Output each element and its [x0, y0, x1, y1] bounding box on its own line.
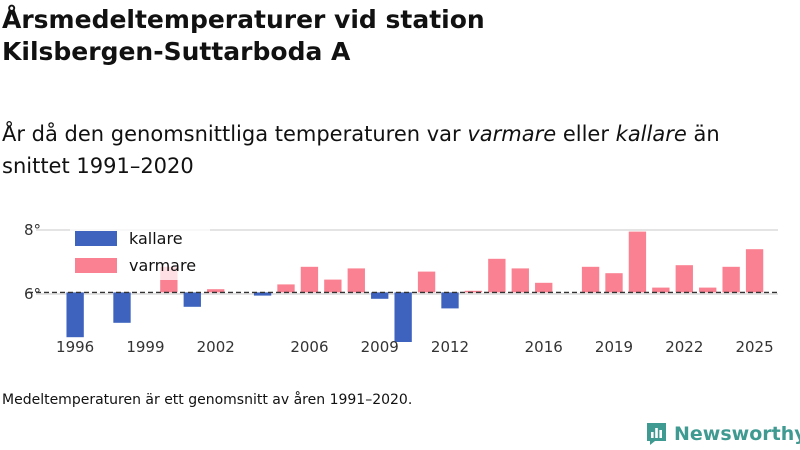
x-tick-label: 1996	[56, 338, 94, 356]
bar-2002	[207, 289, 225, 293]
bar-2020	[628, 231, 647, 293]
chart-title-line2: Kilsbergen-Suttarboda A	[2, 37, 351, 66]
x-tick-label: 2022	[665, 338, 703, 356]
bar-2023	[699, 287, 717, 293]
bar-2019	[605, 273, 623, 293]
x-tick-label: 2016	[525, 338, 563, 356]
x-tick-label: 2012	[431, 338, 469, 356]
bar-2010	[394, 292, 412, 342]
subtitle-warmer: varmare	[467, 122, 557, 146]
x-tick-label: 2006	[290, 338, 328, 356]
bar-2016	[535, 282, 553, 293]
bar-2025	[745, 249, 764, 293]
legend-swatch-varmare	[75, 258, 117, 273]
bar-1996	[66, 292, 84, 338]
y-tick-label: 6°	[24, 285, 41, 303]
bar-2014	[488, 258, 506, 293]
legend-label-kallare: kallare	[129, 229, 183, 248]
newsworthy-logo-icon	[647, 423, 666, 445]
brand-logo[interactable]: Newsworthy	[645, 420, 800, 448]
bar-2004	[253, 292, 272, 296]
bar-2021	[652, 287, 670, 293]
bar-2011	[417, 271, 436, 293]
bar-2005	[277, 284, 295, 293]
footnote: Medeltemperaturen är ett genomsnitt av å…	[2, 392, 413, 408]
bar-2007	[324, 279, 342, 293]
x-tick-label: 2002	[197, 338, 235, 356]
bar-chart: 6° 8° 1996 1999 2002 2006 2009 2012 2016 2019 2022…	[24, 222, 778, 356]
x-tick-label: 2009	[361, 338, 399, 356]
bar-1998	[113, 292, 131, 323]
subtitle-part1: År då den genomsnittliga temperaturen va…	[2, 122, 468, 146]
brand-name: Newsworthy	[674, 423, 800, 445]
bar-2024	[722, 266, 740, 293]
bar-2013	[464, 290, 483, 293]
bar-2006	[300, 266, 319, 293]
chart-title: Årsmedeltemperaturer vid station Kilsber…	[2, 4, 782, 68]
y-tick-label: 8°	[24, 222, 41, 239]
subtitle-part2: eller	[556, 122, 616, 146]
bar-2001	[183, 292, 201, 307]
bar-2008	[347, 268, 365, 293]
subtitle-colder: kallare	[615, 122, 687, 146]
legend-swatch-kallare	[75, 231, 117, 246]
subtitle-part3: än snittet 1991–2020	[2, 122, 720, 178]
bar-2018	[581, 266, 600, 293]
x-tick-label: 2019	[595, 338, 633, 356]
chart-title-line1: Årsmedeltemperaturer vid station	[2, 5, 485, 34]
bar-2022	[675, 265, 693, 293]
bar-2015	[511, 268, 529, 293]
chart-subtitle: År då den genomsnittliga temperaturen va…	[2, 118, 782, 182]
legend-label-varmare: varmare	[129, 256, 196, 275]
bar-2012	[441, 292, 459, 309]
x-tick-label: 2025	[735, 338, 773, 356]
x-tick-label: 1999	[126, 338, 164, 356]
bar-2009	[371, 292, 389, 299]
